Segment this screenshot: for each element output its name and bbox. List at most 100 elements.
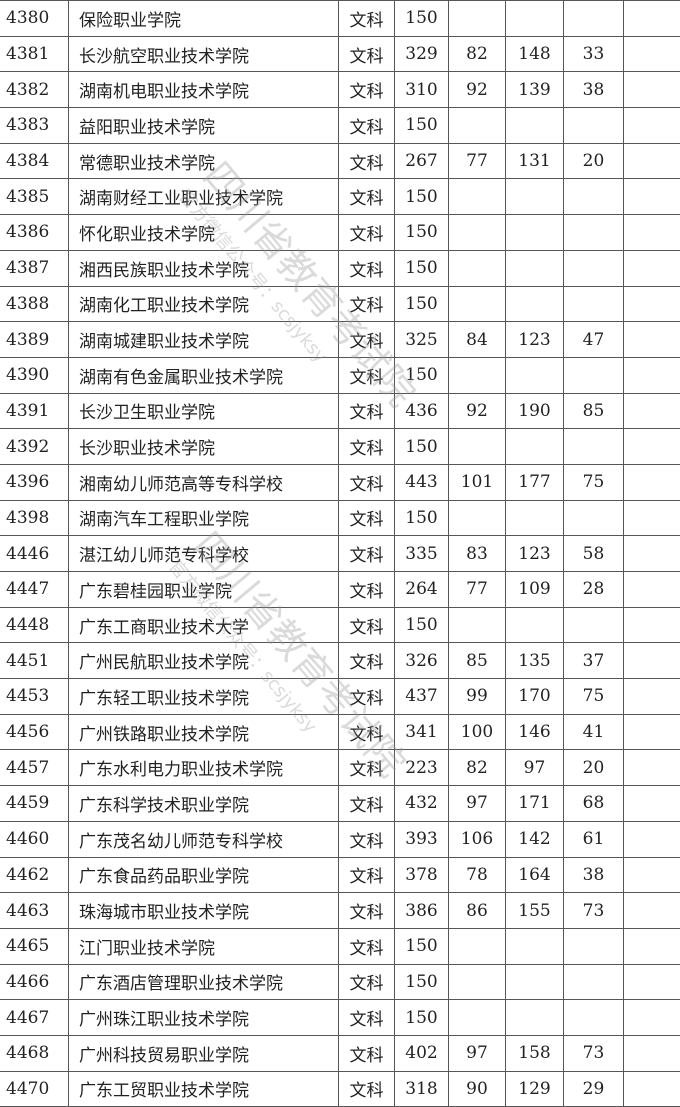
score-b-cell (505, 356, 564, 394)
school-code-cell: 4470 (0, 1070, 69, 1107)
table-row: 4383 益阳职业技术学院 文科 150 (0, 107, 680, 144)
table-row: 4457 广东水利电力职业技术学院 文科 223 82 97 20 (0, 749, 680, 787)
plan-count-cell: 150 (394, 285, 449, 323)
subject-category-cell: 文科 (338, 463, 395, 501)
school-code-cell: 4467 (0, 999, 69, 1036)
school-code-cell: 4453 (0, 678, 69, 715)
score-a-cell (448, 178, 506, 216)
score-a-cell: 77 (448, 571, 506, 608)
empty-cell (623, 178, 680, 216)
school-name-cell: 广东轻工职业技术学院 (68, 678, 339, 715)
empty-cell (623, 107, 680, 144)
plan-count-cell: 393 (394, 820, 449, 858)
score-c-cell: 58 (563, 535, 624, 572)
empty-cell (623, 1070, 680, 1107)
empty-cell (623, 963, 680, 1001)
table-row: 4381 长沙航空职业技术学院 文科 329 82 148 33 (0, 35, 680, 73)
plan-count-cell: 150 (394, 927, 449, 965)
score-a-cell: 85 (448, 642, 506, 680)
score-a-cell: 82 (448, 35, 506, 73)
score-a-cell (448, 606, 506, 644)
score-b-cell: 129 (505, 1070, 564, 1107)
score-a-cell: 77 (448, 142, 506, 180)
score-c-cell: 37 (563, 642, 624, 680)
score-b-cell (505, 107, 564, 144)
score-b-cell: 171 (505, 785, 564, 822)
score-c-cell: 75 (563, 678, 624, 715)
table-row: 4462 广东食品药品职业学院 文科 378 78 164 38 (0, 856, 680, 894)
plan-count-cell: 264 (394, 571, 449, 608)
subject-category-cell: 文科 (338, 892, 395, 929)
school-code-cell: 4380 (0, 0, 69, 37)
score-a-cell: 83 (448, 535, 506, 572)
school-code-cell: 4446 (0, 535, 69, 572)
score-a-cell: 78 (448, 856, 506, 894)
plan-count-cell: 150 (394, 107, 449, 144)
score-a-cell: 90 (448, 1070, 506, 1107)
plan-count-cell: 386 (394, 892, 449, 929)
score-c-cell: 73 (563, 1034, 624, 1072)
plan-count-cell: 150 (394, 214, 449, 251)
school-code-cell: 4463 (0, 892, 69, 929)
score-a-cell: 92 (448, 71, 506, 109)
plan-count-cell: 318 (394, 1070, 449, 1107)
score-a-cell (448, 214, 506, 251)
school-code-cell: 4447 (0, 571, 69, 608)
table-row: 4386 怀化职业技术学院 文科 150 (0, 214, 680, 251)
table-row: 4456 广州铁路职业技术学院 文科 341 100 146 41 (0, 713, 680, 751)
subject-category-cell: 文科 (338, 285, 395, 323)
plan-count-cell: 150 (394, 356, 449, 394)
school-code-cell: 4386 (0, 214, 69, 251)
plan-count-cell: 267 (394, 142, 449, 180)
score-c-cell: 33 (563, 35, 624, 73)
school-name-cell: 广东碧桂园职业学院 (68, 571, 339, 608)
score-b-cell: 177 (505, 463, 564, 501)
score-a-cell (448, 927, 506, 965)
score-c-cell: 38 (563, 71, 624, 109)
school-name-cell: 湛江幼儿师范专科学校 (68, 535, 339, 572)
score-b-cell: 97 (505, 749, 564, 787)
table-row: 4396 湘南幼儿师范高等专科学校 文科 443 101 177 75 (0, 463, 680, 501)
subject-category-cell: 文科 (338, 214, 395, 251)
school-code-cell: 4391 (0, 392, 69, 430)
empty-cell (623, 642, 680, 680)
score-b-cell (505, 214, 564, 251)
empty-cell (623, 1034, 680, 1072)
school-code-cell: 4465 (0, 927, 69, 965)
school-name-cell: 广州铁路职业技术学院 (68, 713, 339, 751)
empty-cell (623, 678, 680, 715)
score-c-cell (563, 606, 624, 644)
score-c-cell: 68 (563, 785, 624, 822)
school-name-cell: 广州科技贸易职业学院 (68, 1034, 339, 1072)
score-a-cell: 84 (448, 321, 506, 358)
school-name-cell: 广东酒店管理职业技术学院 (68, 963, 339, 1001)
subject-category-cell: 文科 (338, 1070, 395, 1107)
score-b-cell: 155 (505, 892, 564, 929)
score-a-cell (448, 499, 506, 537)
score-a-cell: 97 (448, 1034, 506, 1072)
subject-category-cell: 文科 (338, 749, 395, 787)
table-row: 4380 保险职业学院 文科 150 (0, 0, 680, 37)
school-name-cell: 广东食品药品职业学院 (68, 856, 339, 894)
empty-cell (623, 785, 680, 822)
plan-count-cell: 437 (394, 678, 449, 715)
subject-category-cell: 文科 (338, 428, 395, 465)
school-code-cell: 4451 (0, 642, 69, 680)
school-name-cell: 湖南城建职业技术学院 (68, 321, 339, 358)
school-name-cell: 常德职业技术学院 (68, 142, 339, 180)
school-code-cell: 4396 (0, 463, 69, 501)
subject-category-cell: 文科 (338, 571, 395, 608)
school-code-cell: 4388 (0, 285, 69, 323)
table-row: 4453 广东轻工职业技术学院 文科 437 99 170 75 (0, 678, 680, 715)
score-a-cell (448, 0, 506, 37)
school-code-cell: 4456 (0, 713, 69, 751)
score-c-cell: 47 (563, 321, 624, 358)
school-name-cell: 湖南汽车工程职业学院 (68, 499, 339, 537)
score-c-cell: 38 (563, 856, 624, 894)
plan-count-cell: 341 (394, 713, 449, 751)
empty-cell (623, 463, 680, 501)
empty-cell (623, 142, 680, 180)
subject-category-cell: 文科 (338, 713, 395, 751)
